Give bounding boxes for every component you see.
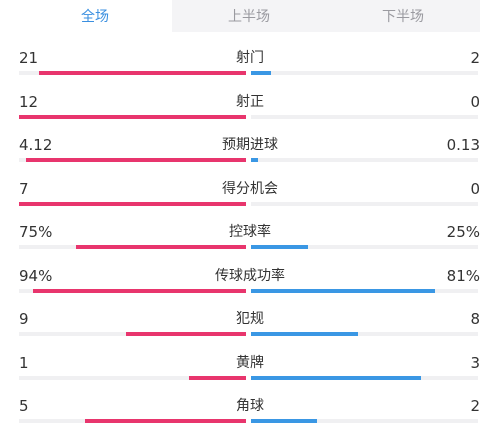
away-value: 0 [470,179,480,198]
stat-label: 角球 [236,398,264,414]
home-bar-track [19,158,246,162]
home-value: 1 [19,353,29,372]
home-bar [19,114,246,119]
away-bar [251,158,258,162]
home-bar-track [19,201,246,206]
period-tabs: 全场 上半场 下半场 [18,0,480,32]
away-value: 0 [470,92,480,111]
tab-second-half[interactable]: 下半场 [382,9,424,25]
away-bar [251,71,271,75]
away-bar-track [251,71,478,75]
away-bar [251,419,317,423]
stats-list: 21 射门 2 12 射正 0 4.12 预期进球 0.13 7 得分机会 0 75% 控球率 25% 94%… [0,44,500,436]
away-bar [251,332,358,336]
away-bar-track [251,245,478,249]
away-value: 25% [446,223,480,241]
home-bar-track [19,419,246,423]
home-value: 12 [19,92,39,111]
tab-first-half[interactable]: 上半场 [228,9,270,25]
home-bar [39,71,246,75]
tab-full-match[interactable]: 全场 [18,0,172,32]
home-bar-track [19,332,246,336]
home-value: 7 [19,179,29,198]
stat-row: 1 黄牌 3 [0,349,500,393]
stat-label: 控球率 [229,224,271,240]
away-value: 2 [470,49,480,67]
stat-row: 75% 控球率 25% [0,218,500,262]
home-bar [126,332,246,336]
home-value: 75% [19,223,53,241]
stat-row: 21 射门 2 [0,44,500,88]
away-bar [251,375,421,380]
away-bar-track [251,158,478,162]
home-value: 5 [19,397,29,415]
home-bar-track [19,288,246,293]
stat-label: 黄牌 [236,354,264,371]
stat-label: 传球成功率 [215,267,285,284]
away-bar [251,288,435,293]
home-bar-track [19,114,246,119]
away-bar-track [251,419,478,423]
away-bar-track [251,114,478,119]
home-value: 4.12 [19,136,53,154]
stat-label: 射门 [236,50,264,66]
stat-row: 12 射正 0 [0,88,500,132]
home-bar [85,419,246,423]
away-value: 3 [470,353,480,372]
away-bar-track [251,201,478,206]
home-bar-track [19,71,246,75]
stat-label: 得分机会 [222,180,278,197]
home-bar [19,201,246,206]
home-bar-track [19,375,246,380]
home-bar-track [19,245,246,249]
stat-label: 犯规 [236,311,264,327]
home-bar [189,375,246,380]
home-bar [33,288,246,293]
stat-row: 94% 传球成功率 81% [0,262,500,306]
away-bar-track [251,332,478,336]
stat-row: 7 得分机会 0 [0,175,500,219]
home-bar [76,245,246,249]
away-value: 0.13 [446,136,480,154]
stat-label: 射正 [236,93,264,110]
home-value: 94% [19,266,53,285]
stat-label: 预期进球 [222,137,278,153]
away-value: 8 [470,310,480,328]
stat-row: 5 角球 2 [0,392,500,436]
home-bar [26,158,246,162]
home-value: 9 [19,310,29,328]
stat-row: 4.12 预期进球 0.13 [0,131,500,175]
home-value: 21 [19,49,39,67]
away-value: 2 [470,397,480,415]
away-value: 81% [446,266,480,285]
away-bar-track [251,375,478,380]
away-bar [251,245,308,249]
away-bar-track [251,288,478,293]
stat-row: 9 犯规 8 [0,305,500,349]
